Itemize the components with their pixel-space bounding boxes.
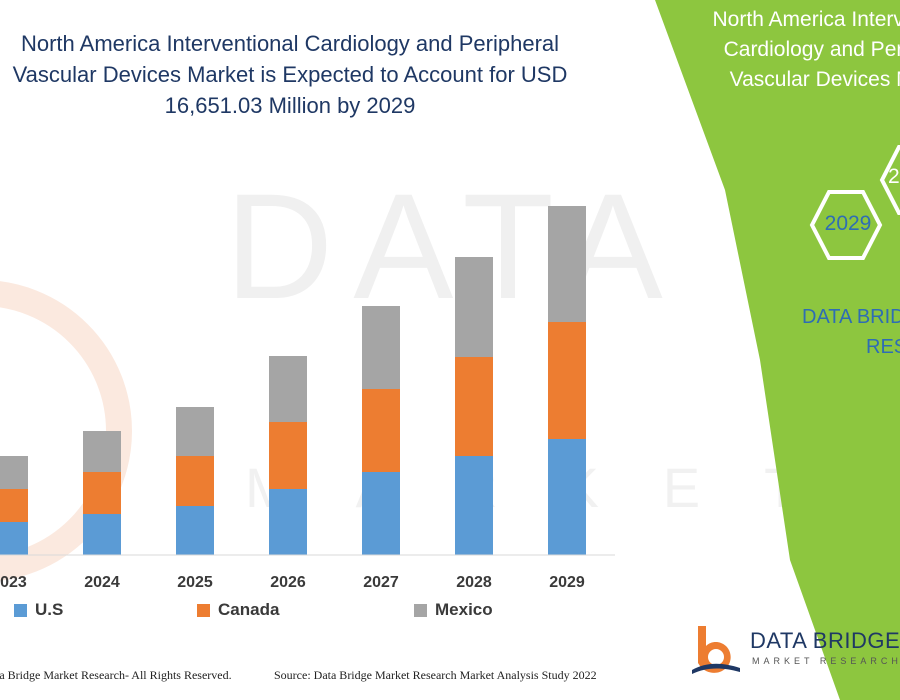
bar-us-2024 [83, 514, 121, 555]
x-tick-labels: 2023 2024 2025 2026 2027 2028 2029 [0, 574, 585, 591]
bar-us-2028 [455, 456, 493, 555]
bar-mexico-2027 [362, 306, 400, 389]
hexagon-year-partial: 2 [888, 165, 900, 188]
bar-mexico-2023 [0, 456, 28, 489]
bar-mexico-2026 [269, 356, 307, 422]
side-brand-line1: DATA BRIDGE [802, 306, 900, 328]
legend-label-us: U.S [35, 600, 64, 619]
bar-canada-2024 [83, 472, 121, 514]
bar-mexico-2028 [455, 257, 493, 357]
chart-title: North America Interventional Cardiology … [12, 31, 568, 118]
x-tick-label-2028: 2028 [456, 574, 492, 591]
bar-us-2027 [362, 472, 400, 555]
bar-mexico-2025 [176, 407, 214, 456]
x-tick-label-2023: 2023 [0, 574, 27, 591]
x-tick-label-2027: 2027 [363, 574, 399, 591]
hexagon-outline-2 [879, 145, 900, 215]
bar-us-2023 [0, 522, 28, 555]
logo-tagline: MARKET RESEARCH [752, 656, 900, 666]
bar-us-2029 [548, 439, 586, 555]
bar-canada-2028 [455, 357, 493, 456]
data-bridge-logo-icon [692, 626, 740, 674]
legend-item-mexico: Mexico [414, 600, 493, 620]
bar-canada-2029 [548, 322, 586, 439]
logo-name: DATA BRIDGE [750, 628, 900, 653]
bar-mexico-2024 [83, 431, 121, 472]
bar-canada-2026 [269, 422, 307, 489]
bar-us-2026 [269, 489, 307, 555]
legend-swatch-mexico [414, 603, 427, 617]
legend-label-canada: Canada [218, 600, 280, 619]
bar-canada-2027 [362, 389, 400, 472]
x-tick-label-2024: 2024 [84, 574, 120, 591]
bar-us-2025 [176, 506, 214, 555]
hexagon-outline [809, 190, 883, 260]
legend-swatch-canada [197, 603, 210, 617]
legend-swatch-us [14, 603, 27, 617]
footer-rights: Data Bridge Market Research- All Rights … [0, 668, 232, 682]
side-panel-title: North America Interventional Cardiology … [712, 8, 900, 91]
bar-canada-2025 [176, 456, 214, 506]
legend-item-us: U.S [14, 600, 63, 620]
side-brand-line2: RESEARCH [866, 336, 900, 358]
legend-item-canada: Canada [197, 600, 279, 620]
x-tick-label-2026: 2026 [270, 574, 306, 591]
bar-mexico-2029 [548, 206, 586, 322]
x-tick-label-2029: 2029 [549, 574, 585, 591]
hexagon-year: 2029 [824, 212, 872, 235]
bar-group [0, 206, 586, 555]
bar-canada-2023 [0, 489, 28, 522]
x-tick-label-2025: 2025 [177, 574, 213, 591]
footer-source: Source: Data Bridge Market Research Mark… [274, 668, 597, 682]
panel-shape [655, 0, 900, 700]
legend-label-mexico: Mexico [435, 600, 493, 619]
